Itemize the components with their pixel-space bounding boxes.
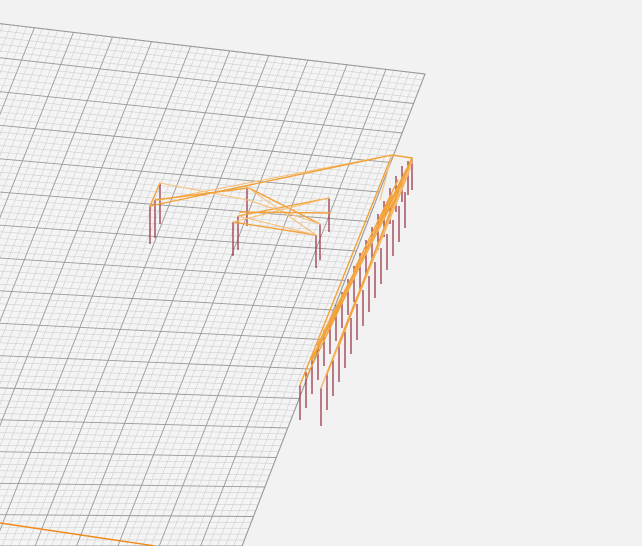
grid-line xyxy=(0,419,288,429)
structure-member xyxy=(246,186,321,225)
structure-members xyxy=(149,154,413,389)
grid-line xyxy=(0,425,286,435)
grid-line xyxy=(0,34,90,260)
grid-line xyxy=(0,457,275,464)
structure-member xyxy=(154,187,249,201)
grid-line xyxy=(0,387,300,399)
structure-member xyxy=(239,211,331,214)
grid-line xyxy=(200,69,387,546)
grid-line xyxy=(0,33,82,239)
grid-line xyxy=(0,27,35,116)
structure-member xyxy=(149,154,393,207)
structure-member xyxy=(391,154,413,159)
grid-major-lines xyxy=(0,23,426,546)
grid-line xyxy=(0,322,323,340)
grid-line xyxy=(241,73,426,546)
grid-line xyxy=(0,393,297,405)
ground-edge-line xyxy=(0,522,156,546)
grid-line xyxy=(0,400,295,411)
grid-line xyxy=(0,381,302,393)
grid-line xyxy=(0,31,66,198)
grid-line xyxy=(0,368,307,382)
grid-line xyxy=(0,514,254,517)
structure-member xyxy=(237,197,330,217)
grid-line xyxy=(0,520,252,523)
grid-line xyxy=(0,46,192,532)
grid-line xyxy=(34,50,231,546)
grid-line xyxy=(0,470,270,476)
grid-line xyxy=(0,501,259,505)
grid-line xyxy=(0,329,320,346)
structure-member xyxy=(237,215,317,236)
grid-line xyxy=(0,30,59,177)
grid-line xyxy=(0,533,247,535)
grid-line xyxy=(0,35,98,281)
grid-line xyxy=(0,526,249,529)
grid-line xyxy=(0,432,284,441)
grid-line xyxy=(0,482,265,488)
structure-member xyxy=(232,221,317,236)
grid-line xyxy=(0,495,261,500)
grid-line xyxy=(0,355,311,370)
grid-line xyxy=(0,32,74,219)
grid-line xyxy=(0,451,277,458)
structure-member xyxy=(299,154,393,386)
grid-line xyxy=(158,64,348,546)
grid-line xyxy=(0,342,316,358)
grid-line xyxy=(0,28,43,136)
grid-line xyxy=(0,438,281,446)
grid-line xyxy=(0,41,152,427)
grid-line xyxy=(0,290,334,311)
grid-line xyxy=(0,508,256,511)
grid-line xyxy=(0,336,318,352)
grid-line xyxy=(0,489,263,494)
grid-line xyxy=(0,413,291,423)
grid-line xyxy=(0,361,309,376)
grid-line xyxy=(0,464,272,470)
grid-line xyxy=(0,476,268,482)
structure-member xyxy=(149,182,161,207)
grid-line xyxy=(0,445,279,452)
ground-plane xyxy=(0,23,426,546)
structure-member xyxy=(311,175,405,359)
structure-member xyxy=(338,169,407,347)
grid-line xyxy=(0,374,304,387)
grid-line xyxy=(0,29,51,157)
grid-line xyxy=(0,539,245,541)
grid-line xyxy=(0,406,293,417)
grid-line xyxy=(0,348,313,364)
structure-member xyxy=(353,179,399,271)
structure-member xyxy=(379,154,393,201)
grid-line xyxy=(117,59,309,546)
grid-line xyxy=(76,55,270,546)
